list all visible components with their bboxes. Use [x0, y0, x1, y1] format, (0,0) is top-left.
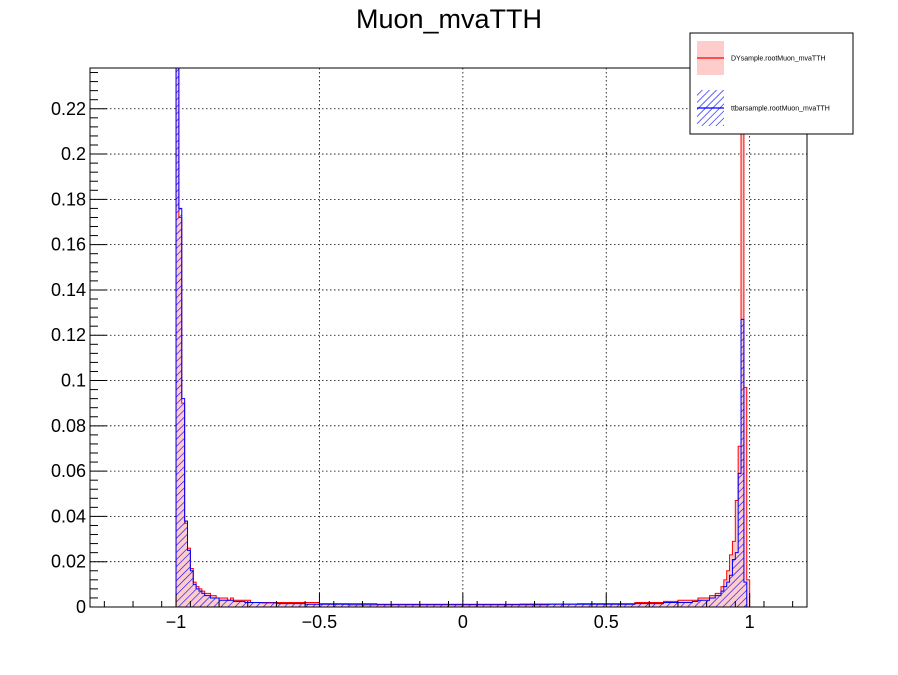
- grid: [90, 68, 807, 607]
- x-tick-label: −1: [166, 612, 187, 632]
- y-tick-label: 0.08: [51, 416, 86, 436]
- y-tick-label: 0: [76, 597, 86, 617]
- legend-label-ttbar: ttbarsample.rootMuon_mvaTTH: [731, 106, 830, 113]
- series-1: [175, 68, 748, 607]
- legend-label-dy: DYsample.rootMuon_mvaTTH: [731, 56, 826, 63]
- y-tick-label: 0.16: [51, 235, 86, 255]
- legend-entry-dy: DYsample.rootMuon_mvaTTH: [697, 41, 826, 75]
- y-tick-label: 0.12: [51, 325, 86, 345]
- chart-title: Muon_mvaTTH: [356, 4, 542, 34]
- x-tick-label: 1: [745, 612, 755, 632]
- y-tick-label: 0.2: [61, 144, 86, 164]
- x-tick-label: 0: [458, 612, 468, 632]
- y-tick-label: 0.02: [51, 552, 86, 572]
- y-tick-label: 0.04: [51, 506, 86, 526]
- y-tick-label: 0.22: [51, 99, 86, 119]
- legend-entry-ttbar: ttbarsample.rootMuon_mvaTTH: [697, 90, 830, 126]
- x-tick-label: −0.5: [302, 612, 338, 632]
- series-area-1: [175, 68, 748, 607]
- x-tick-label: 0.5: [594, 612, 619, 632]
- legend: DYsample.rootMuon_mvaTTH ttbarsample.roo…: [689, 32, 854, 135]
- y-tick-label: 0.14: [51, 280, 86, 300]
- y-tick-label: 0.1: [61, 371, 86, 391]
- y-tick-label: 0.18: [51, 189, 86, 209]
- y-tick-label: 0.06: [51, 461, 86, 481]
- axes: −1 −0.5 0 0.5 1 0 0.02 0.04 0.06 0.08 0.1 0.12 0.14 0…: [51, 72, 794, 632]
